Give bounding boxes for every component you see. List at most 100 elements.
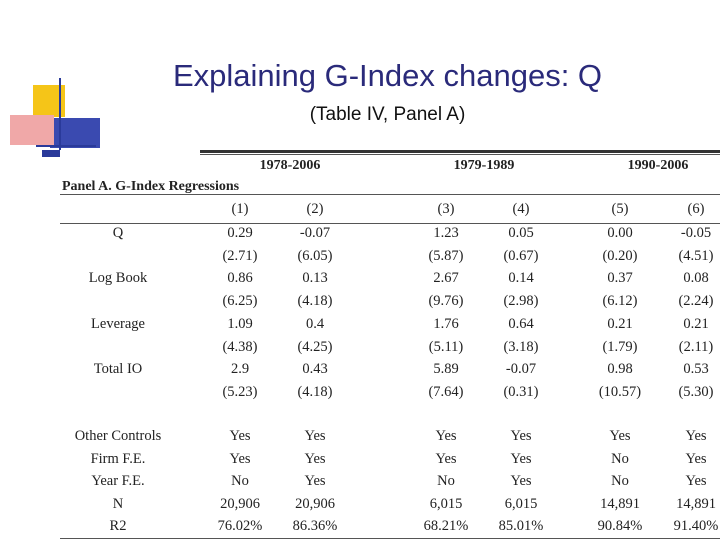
panel-rule xyxy=(60,194,720,195)
table-cell: (2.71) xyxy=(222,248,258,264)
row-label: Total IO xyxy=(93,361,143,377)
table-cell: Yes xyxy=(304,451,326,467)
table-cell: 0.86 xyxy=(227,270,253,286)
table-cell: (4.51) xyxy=(678,248,714,264)
table-cell: 1.76 xyxy=(433,316,459,332)
row-label: Log Book xyxy=(88,270,148,286)
table-cell: 0.98 xyxy=(607,361,633,377)
table-cell: 2.9 xyxy=(230,361,250,377)
table-row: R2 76.02% 86.36% 68.21% 85.01% 90.84% 91… xyxy=(60,518,720,540)
table-cell: No xyxy=(611,451,629,467)
table-cell: (0.31) xyxy=(503,384,539,400)
table-bottom-rule xyxy=(60,538,720,539)
table-row: Total IO 2.9 0.43 5.89 -0.07 0.98 0.53 xyxy=(60,361,720,383)
table-cell: (5.87) xyxy=(428,248,464,264)
table-row: Q 0.29 -0.07 1.23 0.05 0.00 -0.05 xyxy=(60,225,720,247)
period-header-1990-2006: 1990-2006 xyxy=(627,158,689,173)
table-cell: Yes xyxy=(435,428,457,444)
table-cell: (4.18) xyxy=(297,384,333,400)
table-cell: 0.37 xyxy=(607,270,633,286)
table-cell: 76.02% xyxy=(217,518,263,534)
row-label: Firm F.E. xyxy=(90,451,146,467)
regression-table: 1978-2006 1979-1989 1990-2006 Panel A. G… xyxy=(60,148,720,540)
table-cell: Yes xyxy=(304,428,326,444)
table-row: Firm F.E. Yes Yes Yes Yes No Yes xyxy=(60,451,720,473)
table-cell: (6.05) xyxy=(297,248,333,264)
table-cell: No xyxy=(437,473,455,489)
table-cell: 0.53 xyxy=(683,361,709,377)
table-cell: (6.12) xyxy=(602,293,638,309)
row-label: R2 xyxy=(109,518,127,534)
table-cell: 0.13 xyxy=(302,270,328,286)
table-row: Leverage 1.09 0.4 1.76 0.64 0.21 0.21 xyxy=(60,316,720,338)
table-cell: 85.01% xyxy=(498,518,544,534)
panel-label: Panel A. G-Index Regressions xyxy=(62,179,240,194)
table-top-rule-thin xyxy=(200,154,720,155)
table-cell: 0.08 xyxy=(683,270,709,286)
table-cell: 0.29 xyxy=(227,225,253,241)
table-row: (4.38) (4.25) (5.11) (3.18) (1.79) (2.11… xyxy=(60,339,720,361)
table-row: Year F.E. No Yes No Yes No Yes xyxy=(60,473,720,495)
slide-logo xyxy=(0,0,110,160)
table-row: (6.25) (4.18) (9.76) (2.98) (6.12) (2.24… xyxy=(60,293,720,315)
header-rule xyxy=(60,223,720,224)
table-cell: 0.21 xyxy=(683,316,709,332)
table-cell: (0.20) xyxy=(602,248,638,264)
table-cell: 1.23 xyxy=(433,225,459,241)
table-cell: Yes xyxy=(229,451,251,467)
table-cell: (4.18) xyxy=(297,293,333,309)
table-row: (2.71) (6.05) (5.87) (0.67) (0.20) (4.51… xyxy=(60,248,720,270)
row-label: N xyxy=(112,496,124,512)
table-cell: (5.30) xyxy=(678,384,714,400)
table-cell: (2.24) xyxy=(678,293,714,309)
row-label: Q xyxy=(112,225,124,241)
table-cell: 90.84% xyxy=(597,518,643,534)
table-cell: 0.43 xyxy=(302,361,328,377)
table-cell: (3.18) xyxy=(503,339,539,355)
table-cell: 0.4 xyxy=(305,316,325,332)
table-cell: (7.64) xyxy=(428,384,464,400)
table-cell: -0.07 xyxy=(299,225,331,241)
table-cell: (6.25) xyxy=(222,293,258,309)
table-cell: -0.05 xyxy=(680,225,712,241)
table-cell: -0.07 xyxy=(505,361,537,377)
table-cell: 2.67 xyxy=(433,270,459,286)
column-number: (6) xyxy=(687,201,705,217)
table-cell: No xyxy=(231,473,249,489)
table-cell: 20,906 xyxy=(295,496,335,512)
table-cell: 14,891 xyxy=(600,496,640,512)
row-label: Year F.E. xyxy=(91,473,145,489)
row-label: Leverage xyxy=(91,316,145,332)
table-cell: (9.76) xyxy=(428,293,464,309)
table-cell: 0.00 xyxy=(607,225,633,241)
column-number: (1) xyxy=(231,201,249,217)
table-cell: (4.25) xyxy=(297,339,333,355)
slide-title: Explaining G-Index changes: Q xyxy=(172,58,603,93)
row-label: Other Controls xyxy=(74,428,162,444)
column-number: (4) xyxy=(512,201,530,217)
table-row: N 20,906 20,906 6,015 6,015 14,891 14,89… xyxy=(60,496,720,518)
table-cell: (0.67) xyxy=(503,248,539,264)
table-cell: Yes xyxy=(435,451,457,467)
table-cell: 86.36% xyxy=(292,518,338,534)
table-cell: Yes xyxy=(510,451,532,467)
table-cell: (4.38) xyxy=(222,339,258,355)
table-cell: (5.23) xyxy=(222,384,258,400)
table-cell: 0.05 xyxy=(508,225,534,241)
table-cell: 6,015 xyxy=(504,496,538,512)
table-top-rule xyxy=(200,150,720,153)
table-cell: Yes xyxy=(510,428,532,444)
table-row: (5.23) (4.18) (7.64) (0.31) (10.57) (5.3… xyxy=(60,384,720,406)
table-cell: 68.21% xyxy=(423,518,469,534)
table-cell: 5.89 xyxy=(433,361,459,377)
slide-subtitle: (Table IV, Panel A) xyxy=(309,104,466,125)
table-cell: (5.11) xyxy=(428,339,464,355)
table-cell: Yes xyxy=(510,473,532,489)
table-cell: Yes xyxy=(229,428,251,444)
table-cell: 14,891 xyxy=(676,496,716,512)
table-cell: Yes xyxy=(685,451,707,467)
table-row: Log Book 0.86 0.13 2.67 0.14 0.37 0.08 xyxy=(60,270,720,292)
table-cell: 0.64 xyxy=(508,316,534,332)
table-cell: (10.57) xyxy=(598,384,642,400)
table-cell: 0.21 xyxy=(607,316,633,332)
